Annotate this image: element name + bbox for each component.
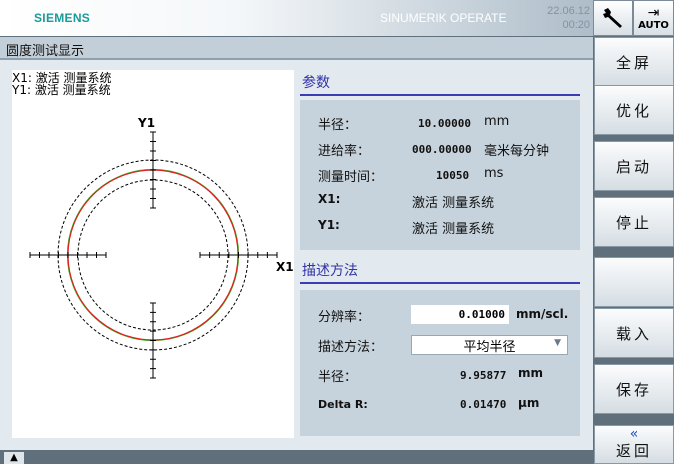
display-heading: 描述方法	[300, 258, 580, 284]
result-radius-value: 9.95877	[460, 369, 507, 382]
time-unit: ms	[484, 166, 504, 181]
result-radius-label: 半径：	[318, 370, 358, 385]
x1-label: X1:	[318, 192, 341, 206]
expand-up-button[interactable]: ▲	[4, 452, 24, 464]
method-value: 平均半径	[463, 340, 516, 355]
result-radius-unit: mm	[518, 366, 544, 380]
softkey-label: 载入	[615, 324, 652, 343]
date: 22.06.12	[547, 5, 590, 17]
roundness-plot: X1: 激活 测量系统 Y1: 激活 测量系统 Y1 X1	[12, 70, 294, 438]
softkey-label: 启动	[615, 157, 652, 176]
time: 00:20	[562, 19, 590, 31]
auto-mode-button[interactable]: ⇥ AUTO	[633, 0, 674, 36]
x1-value: 激活 测量系统	[412, 196, 495, 211]
chevron-up-icon: ▲	[10, 452, 18, 463]
y1-value: 激活 测量系统	[412, 222, 495, 237]
params-box: 半径： 10.00000 mm 进给率： 000.00000 毫米每分钟 测量时…	[300, 100, 580, 250]
x-axis-label: X1	[276, 260, 294, 274]
legend-y: Y1: 激活 测量系统	[12, 83, 111, 97]
wrench-button[interactable]	[593, 0, 633, 36]
feed-value: 000.00000	[412, 143, 472, 156]
softkey-back[interactable]: « 返回	[594, 425, 674, 464]
delta-label: Delta R:	[318, 398, 368, 411]
feed-unit: 毫米每分钟	[484, 144, 550, 159]
softkey-start[interactable]: 启动	[594, 141, 674, 191]
datetime: 22.06.12 00:20	[540, 4, 590, 32]
softkey-load[interactable]: 载入	[594, 308, 674, 358]
siemens-logo: SIEMENS	[34, 11, 91, 25]
softkey-save[interactable]: 保存	[594, 364, 674, 414]
method-dropdown[interactable]: 平均半径 ▼	[411, 335, 568, 355]
softkey-label: 保存	[615, 380, 652, 399]
display-box: 分辨率： mm/scl. 描述方法： 平均半径 ▼ 半径： 9.95877 mm…	[300, 290, 580, 436]
softkey-fullscreen[interactable]: 全屏	[594, 37, 674, 87]
enter-arrow-icon: ⇥	[647, 4, 660, 21]
status-bar	[0, 450, 593, 464]
resolution-unit: mm/scl.	[516, 307, 569, 321]
softkey-label: 全屏	[615, 53, 652, 72]
header-bar: SIEMENS SINUMERIK OPERATE 22.06.12 00:20	[0, 0, 593, 36]
radius-label: 半径：	[318, 118, 358, 133]
dropdown-arrow-icon: ▼	[554, 338, 561, 348]
product-name: SINUMERIK OPERATE	[380, 11, 507, 25]
radius-unit: mm	[484, 114, 510, 129]
softkey-empty[interactable]	[594, 257, 674, 307]
time-label: 测量时间：	[318, 170, 384, 185]
main-panel: X1: 激活 测量系统 Y1: 激活 测量系统 Y1 X1 参数 半径： 10.…	[0, 60, 593, 450]
softkey-label: 优化	[615, 101, 652, 120]
double-chevron-left-icon: «	[629, 426, 639, 442]
y-axis-label: Y1	[138, 116, 156, 130]
wrench-icon	[603, 8, 622, 28]
radius-value: 10.00000	[418, 117, 471, 130]
plot-canvas	[29, 131, 278, 379]
page-title: 圆度测试显示	[0, 37, 593, 60]
time-value: 10050	[436, 169, 470, 182]
softkey-label: 返回	[615, 442, 652, 460]
delta-unit: µm	[518, 396, 540, 410]
delta-value: 0.01470	[460, 398, 507, 411]
resolution-label: 分辨率：	[318, 310, 371, 325]
y1-label: Y1:	[318, 218, 340, 232]
method-label: 描述方法：	[318, 340, 384, 355]
softkey-optimize[interactable]: 优化	[594, 85, 674, 135]
params-heading: 参数	[300, 70, 580, 96]
auto-label: AUTO	[638, 19, 669, 31]
legend-x: X1: 激活 测量系统	[12, 71, 112, 85]
feed-label: 进给率：	[318, 144, 371, 159]
softkey-stop[interactable]: 停止	[594, 197, 674, 247]
softkey-label: 停止	[615, 213, 652, 232]
resolution-input[interactable]	[411, 305, 509, 324]
